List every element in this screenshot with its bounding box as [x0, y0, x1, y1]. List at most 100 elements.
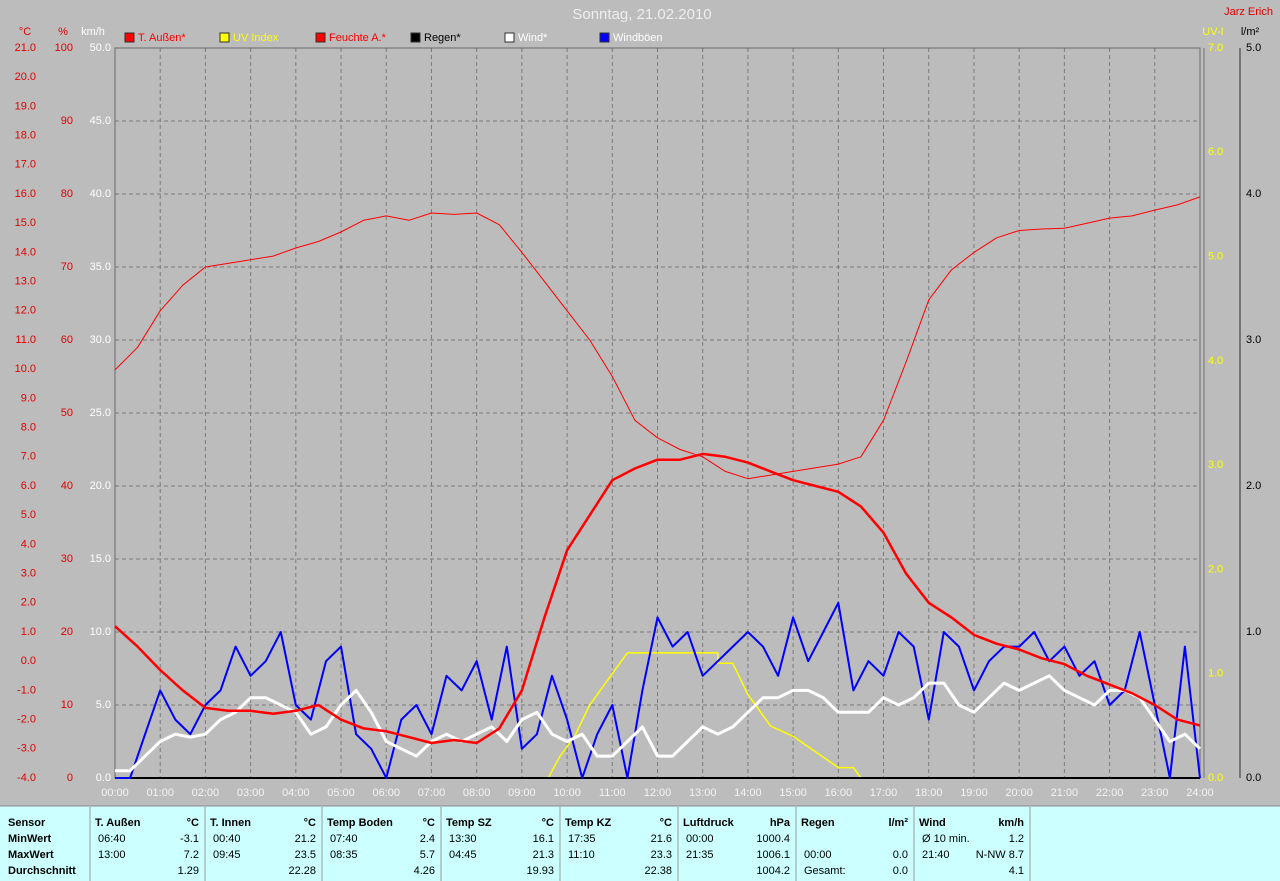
- column-unit: °C: [187, 817, 199, 829]
- y-tick-label: 3.0: [1208, 459, 1223, 471]
- x-tick-label: 04:00: [282, 787, 310, 799]
- cell-value: 4.1: [1009, 865, 1024, 877]
- cell-time: 06:40: [98, 833, 126, 845]
- y-tick-label: 30: [61, 553, 73, 565]
- y-tick-label: 10.0: [15, 363, 36, 375]
- cell-value: 2.4: [420, 833, 435, 845]
- y-tick-label: 4.0: [21, 538, 36, 550]
- column-name: Wind: [919, 817, 946, 829]
- cell-value: 0.0: [893, 865, 908, 877]
- cell-value: 1.29: [178, 865, 199, 877]
- cell-time: Ø 10 min.: [922, 833, 970, 845]
- cell-value: 7.2: [184, 849, 199, 861]
- y-tick-label: 12.0: [15, 305, 36, 317]
- cell-value: 21.6: [651, 833, 672, 845]
- y-tick-label: 16.0: [15, 188, 36, 200]
- x-tick-label: 18:00: [915, 787, 943, 799]
- y-tick-label: 5.0: [96, 699, 111, 711]
- cell-value: 1004.2: [756, 865, 790, 877]
- y-tick-label: 15.0: [90, 553, 111, 565]
- x-tick-label: 06:00: [372, 787, 400, 799]
- y-tick-label: 15.0: [15, 217, 36, 229]
- legend-label: Feuchte A.*: [329, 32, 387, 44]
- y-tick-label: -4.0: [17, 772, 36, 784]
- column-name: Temp KZ: [565, 817, 612, 829]
- axis-title: UV-I: [1202, 26, 1223, 38]
- legend-swatch: [124, 32, 135, 43]
- cell-value: 5.7: [420, 849, 435, 861]
- x-tick-label: 10:00: [553, 787, 581, 799]
- y-tick-label: 20: [61, 626, 73, 638]
- legend-swatch: [410, 32, 421, 43]
- cell-time: Gesamt:: [804, 865, 846, 877]
- cell-value: 21.2: [295, 833, 316, 845]
- y-tick-label: 0: [67, 772, 73, 784]
- y-tick-label: 11.0: [15, 334, 36, 346]
- y-tick-label: 14.0: [15, 246, 36, 258]
- series-line: [114, 452, 1201, 745]
- chart-title: Sonntag, 21.02.2010: [572, 6, 711, 23]
- y-tick-label: 1.0: [21, 626, 36, 638]
- column-unit: hPa: [770, 817, 791, 829]
- y-tick-label: 100: [55, 42, 73, 54]
- y-tick-label: 0.0: [1208, 772, 1223, 784]
- legend-swatch: [315, 32, 326, 43]
- cell-value: 21.3: [533, 849, 554, 861]
- x-tick-label: 19:00: [960, 787, 988, 799]
- y-tick-label: 18.0: [15, 130, 36, 142]
- legend-swatch: [599, 32, 610, 43]
- y-tick-label: -2.0: [17, 714, 36, 726]
- x-tick-label: 00:00: [101, 787, 129, 799]
- axis-title: %: [58, 26, 68, 38]
- x-tick-label: 02:00: [192, 787, 220, 799]
- x-tick-label: 20:00: [1005, 787, 1033, 799]
- x-tick-label: 01:00: [146, 787, 174, 799]
- legend-label: Wind*: [518, 32, 548, 44]
- column-name: T. Außen: [95, 817, 141, 829]
- y-tick-label: 0.0: [21, 655, 36, 667]
- cell-time: 17:35: [568, 833, 596, 845]
- y-tick-label: -3.0: [17, 743, 36, 755]
- x-tick-label: 09:00: [508, 787, 536, 799]
- y-tick-label: 0.0: [1246, 772, 1261, 784]
- y-tick-label: 50: [61, 407, 73, 419]
- x-tick-label: 22:00: [1096, 787, 1124, 799]
- cell-time: 00:00: [686, 833, 714, 845]
- legend-swatch: [504, 32, 515, 43]
- y-tick-label: 40: [61, 480, 73, 492]
- series-line: [114, 196, 1201, 480]
- y-tick-label: 5.0: [1208, 250, 1223, 262]
- y-tick-label: 13.0: [15, 276, 36, 288]
- cell-value: 19.93: [526, 865, 554, 877]
- y-tick-label: 17.0: [15, 159, 36, 171]
- y-tick-label: 25.0: [90, 407, 111, 419]
- x-tick-label: 08:00: [463, 787, 491, 799]
- column-unit: °C: [304, 817, 316, 829]
- y-tick-label: 70: [61, 261, 73, 273]
- y-tick-label: 45.0: [90, 115, 111, 127]
- cell-value: 4.26: [414, 865, 435, 877]
- x-tick-label: 21:00: [1051, 787, 1079, 799]
- cell-time: 08:35: [330, 849, 358, 861]
- y-tick-label: 20.0: [15, 71, 36, 83]
- x-tick-label: 17:00: [870, 787, 898, 799]
- y-tick-label: 21.0: [15, 42, 36, 54]
- cell-value: 0.0: [893, 849, 908, 861]
- y-tick-label: 40.0: [90, 188, 111, 200]
- column-name: Temp SZ: [446, 817, 492, 829]
- legend-label: Windböen: [613, 32, 663, 44]
- cell-value: 1000.4: [756, 833, 790, 845]
- cell-time: 00:40: [213, 833, 241, 845]
- cell-value: -3.1: [180, 833, 199, 845]
- y-tick-label: 80: [61, 188, 73, 200]
- column-name: T. Innen: [210, 817, 251, 829]
- y-tick-label: 6.0: [1208, 146, 1223, 158]
- x-tick-label: 13:00: [689, 787, 717, 799]
- axis-title: l/m²: [1241, 26, 1260, 38]
- row-label: MinWert: [8, 833, 52, 845]
- y-tick-label: 19.0: [15, 100, 36, 112]
- table-header: Sensor: [8, 817, 46, 829]
- y-tick-label: 1.0: [1246, 626, 1261, 638]
